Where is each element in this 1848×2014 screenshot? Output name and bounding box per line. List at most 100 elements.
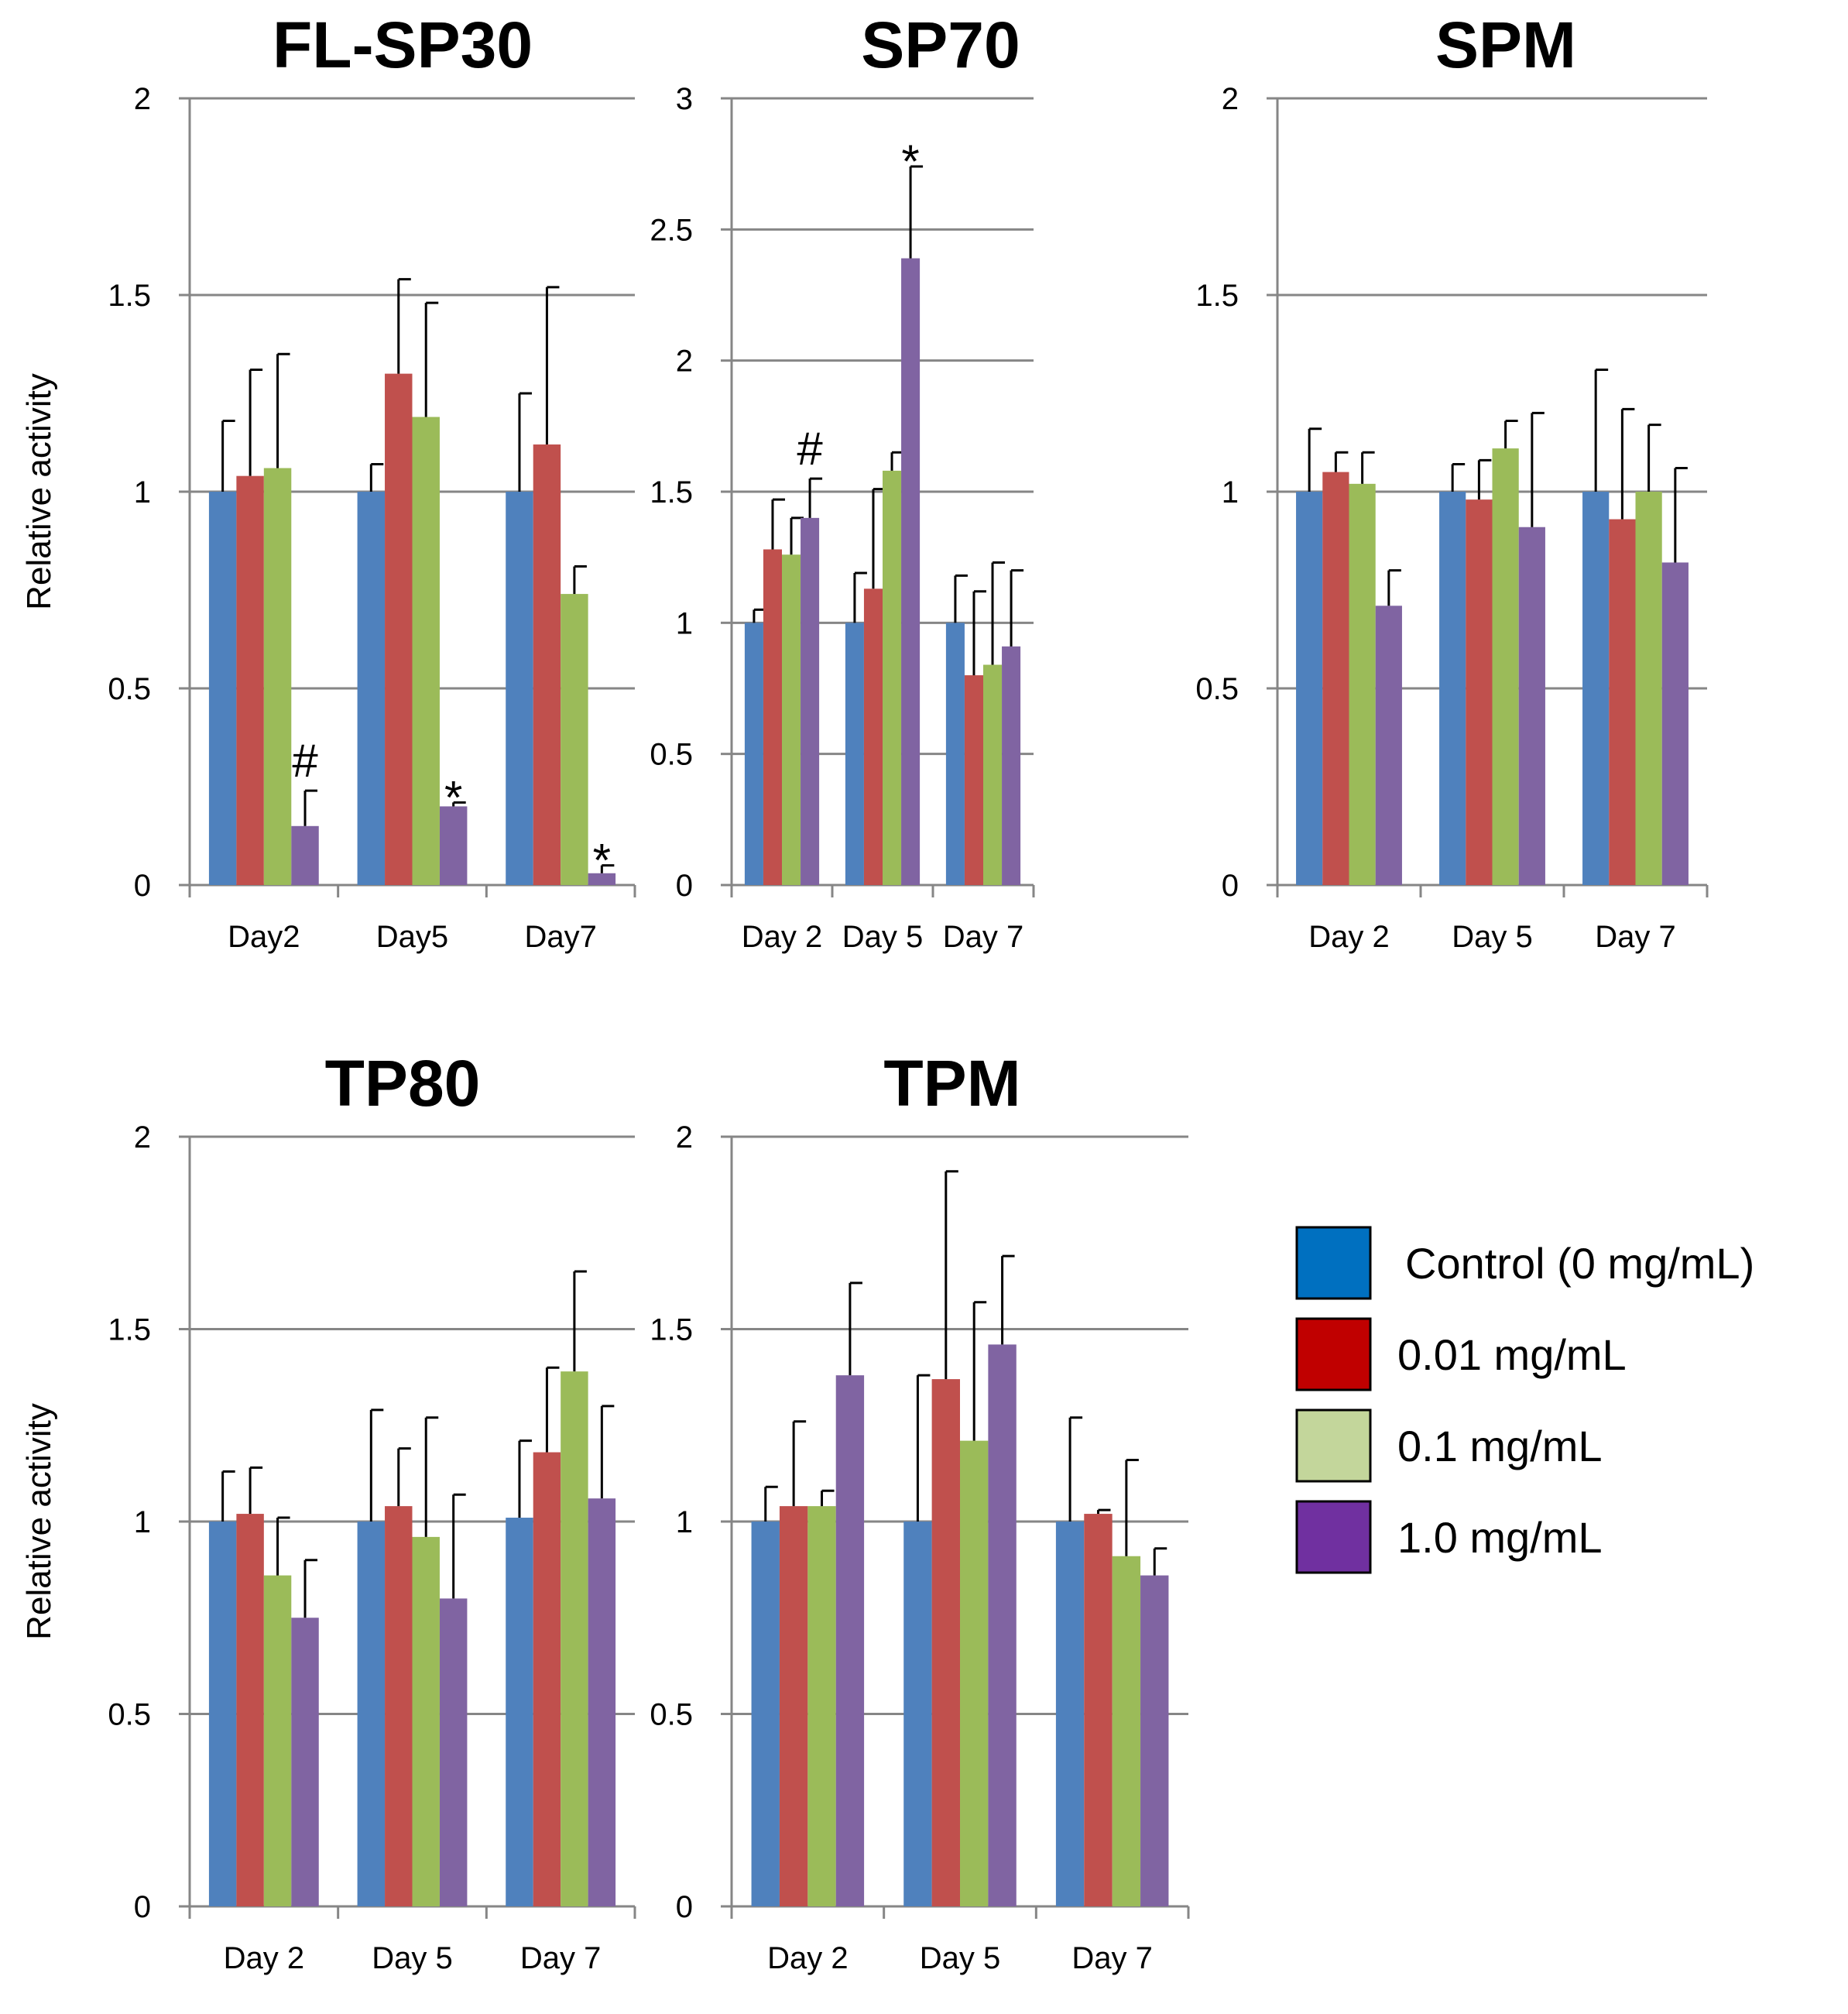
bar-control-0-mg-ml- bbox=[357, 492, 386, 885]
x-tick-label: Day 5 bbox=[372, 1941, 453, 1975]
y-tick-label: 0.5 bbox=[650, 1698, 693, 1732]
bar-0-1-mg-ml bbox=[561, 1371, 588, 1906]
x-tick-label: Day 2 bbox=[224, 1941, 305, 1975]
bar-1-0-mg-ml bbox=[835, 1375, 865, 1906]
legend-swatch bbox=[1295, 1500, 1372, 1574]
legend-swatch bbox=[1295, 1226, 1372, 1300]
y-tick-label: 0.5 bbox=[108, 672, 151, 706]
bar-0-01-mg-ml bbox=[236, 1514, 264, 1906]
y-tick-label: 1.5 bbox=[650, 1313, 693, 1347]
y-tick-label: 0.5 bbox=[108, 1698, 151, 1732]
significance-marker: # bbox=[797, 423, 823, 475]
bar-0-1-mg-ml bbox=[1112, 1556, 1141, 1906]
y-tick-label: 2 bbox=[676, 1120, 693, 1155]
bar-control-0-mg-ml- bbox=[506, 492, 533, 885]
bar-control-0-mg-ml- bbox=[744, 623, 763, 885]
bar-control-0-mg-ml- bbox=[506, 1518, 533, 1906]
bar-1-0-mg-ml bbox=[1002, 646, 1021, 885]
x-tick-label: Day 7 bbox=[943, 920, 1024, 954]
x-tick-label: Day5 bbox=[376, 920, 448, 954]
y-tick-label: 2 bbox=[676, 345, 693, 379]
legend-label: 0.1 mg/mL bbox=[1397, 1422, 1603, 1470]
bar-1-0-mg-ml bbox=[439, 806, 468, 885]
significance-marker: * bbox=[901, 136, 919, 187]
charts-container: FL-SP30 0 0.5 1 1.5 2 Relative activity Day2 Day… bbox=[20, 9, 1709, 1975]
bar-0-1-mg-ml bbox=[561, 594, 588, 885]
bar-0-01-mg-ml bbox=[931, 1379, 960, 1906]
x-tick-label: Day 2 bbox=[767, 1941, 849, 1975]
chart-tp80: TP80 0 0.5 1 1.5 2 Relative activity Day 2 Day 5… bbox=[20, 1047, 636, 1975]
bar-1-0-mg-ml bbox=[1375, 606, 1402, 885]
y-tick-label: 0 bbox=[134, 1890, 151, 1924]
x-tick-label: Day 2 bbox=[742, 920, 823, 954]
bar-control-0-mg-ml- bbox=[357, 1522, 386, 1906]
chart-title: SP70 bbox=[861, 9, 1020, 81]
bar-1-0-mg-ml bbox=[291, 1618, 319, 1906]
bar-1-0-mg-ml bbox=[1140, 1575, 1169, 1906]
chart-title: TP80 bbox=[325, 1047, 481, 1120]
bar-0-1-mg-ml bbox=[1492, 448, 1519, 885]
bar-1-0-mg-ml bbox=[588, 873, 616, 885]
legend-label: 0.01 mg/mL bbox=[1397, 1330, 1627, 1379]
x-tick-label: Day 5 bbox=[1452, 920, 1533, 954]
y-tick-label: 0.5 bbox=[1195, 672, 1239, 706]
bar-control-0-mg-ml- bbox=[1055, 1522, 1085, 1906]
y-tick-label: 1.5 bbox=[108, 1313, 151, 1347]
chart-title: FL-SP30 bbox=[273, 9, 533, 81]
bar-0-1-mg-ml bbox=[263, 1575, 292, 1906]
x-tick-label: Day 7 bbox=[1071, 1941, 1153, 1975]
chart-spm: SPM 0 0.5 1 1.5 2 Day 2 Day 5 Day 7 bbox=[1195, 9, 1709, 954]
x-tick-label: Day7 bbox=[524, 920, 596, 954]
bar-0-01-mg-ml bbox=[779, 1506, 808, 1906]
y-tick-label: 0 bbox=[134, 869, 151, 903]
chart-tpm: TPM 0 0.5 1 1.5 2 Day 2 Day 5 Day 7 bbox=[650, 1047, 1190, 1975]
y-tick-label: 1 bbox=[676, 1505, 693, 1539]
chart-title: SPM bbox=[1435, 9, 1576, 81]
bar-control-0-mg-ml- bbox=[945, 623, 965, 885]
bar-0-01-mg-ml bbox=[533, 1452, 561, 1906]
x-tick-label: Day 5 bbox=[920, 1941, 1001, 1975]
x-tick-label: Day 2 bbox=[1308, 920, 1390, 954]
legend-label: Control (0 mg/mL) bbox=[1405, 1239, 1754, 1288]
chart-title: TPM bbox=[883, 1047, 1020, 1120]
x-tick-label: Day2 bbox=[228, 920, 300, 954]
bar-0-01-mg-ml bbox=[1322, 472, 1349, 885]
bar-0-01-mg-ml bbox=[1084, 1514, 1113, 1906]
bar-0-01-mg-ml bbox=[1609, 519, 1636, 885]
bar-control-0-mg-ml- bbox=[845, 623, 864, 885]
y-tick-label: 2 bbox=[134, 1120, 151, 1155]
bar-0-1-mg-ml bbox=[883, 470, 902, 885]
legend-swatch bbox=[1295, 1317, 1372, 1391]
bar-0-01-mg-ml bbox=[236, 475, 264, 885]
bar-0-1-mg-ml bbox=[412, 417, 440, 885]
bar-1-0-mg-ml bbox=[1518, 527, 1545, 885]
bar-control-0-mg-ml- bbox=[1582, 492, 1610, 885]
y-tick-label: 0 bbox=[676, 869, 693, 903]
significance-marker: # bbox=[292, 735, 318, 787]
x-tick-label: Day 7 bbox=[1595, 920, 1676, 954]
bar-0-01-mg-ml bbox=[533, 444, 561, 885]
bar-1-0-mg-ml bbox=[801, 517, 820, 885]
bar-control-0-mg-ml- bbox=[1296, 492, 1323, 885]
bar-0-01-mg-ml bbox=[763, 549, 782, 885]
y-tick-label: 1 bbox=[134, 475, 151, 510]
bar-0-01-mg-ml bbox=[1466, 499, 1493, 885]
bar-1-0-mg-ml bbox=[291, 825, 319, 885]
bar-0-01-mg-ml bbox=[385, 1506, 413, 1906]
bar-0-1-mg-ml bbox=[1635, 492, 1662, 885]
bar-control-0-mg-ml- bbox=[208, 1522, 237, 1906]
y-tick-label: 1 bbox=[134, 1505, 151, 1539]
y-tick-label: 1.5 bbox=[1195, 279, 1239, 313]
bar-1-0-mg-ml bbox=[901, 258, 921, 885]
legend-swatch bbox=[1295, 1408, 1372, 1483]
bar-1-0-mg-ml bbox=[1661, 562, 1689, 885]
x-tick-label: Day 7 bbox=[520, 1941, 602, 1975]
y-tick-label: 2 bbox=[1222, 82, 1239, 116]
bar-0-1-mg-ml bbox=[1349, 483, 1376, 885]
bar-1-0-mg-ml bbox=[439, 1598, 468, 1906]
bar-0-1-mg-ml bbox=[263, 468, 292, 885]
y-tick-label: 2 bbox=[134, 82, 151, 116]
x-tick-label: Day 5 bbox=[842, 920, 924, 954]
bar-control-0-mg-ml- bbox=[208, 492, 237, 885]
